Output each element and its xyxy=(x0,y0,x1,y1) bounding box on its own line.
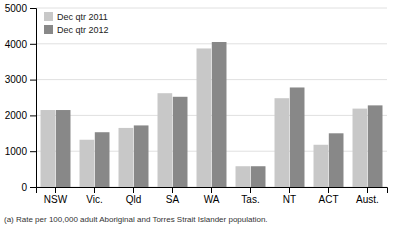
bar xyxy=(197,48,212,187)
y-axis-line xyxy=(30,9,37,188)
y-tick-mark xyxy=(30,187,36,188)
x-tick-mark xyxy=(289,187,290,193)
y-tick-label: 4000 xyxy=(5,39,28,50)
grid-line xyxy=(36,115,387,116)
chart: 010002000300040005000NSWVic.QldSAWATas.N… xyxy=(0,0,397,227)
legend-swatch xyxy=(44,12,53,21)
grid-line xyxy=(36,79,387,80)
x-tick-mark xyxy=(133,187,134,193)
x-tick-label: WA xyxy=(204,194,220,205)
x-axis-line xyxy=(37,188,388,194)
bar-series xyxy=(41,48,368,187)
y-tick: 5000 xyxy=(5,3,36,14)
bar xyxy=(329,133,344,187)
x-tick: NSW xyxy=(44,187,68,205)
bar-series xyxy=(56,42,383,187)
bar xyxy=(80,140,95,187)
y-tick: 0 xyxy=(21,182,36,193)
bar xyxy=(56,110,71,187)
bars xyxy=(41,42,383,187)
y-axis: 0 1000 2000 3000 4000 5000 xyxy=(5,3,37,193)
x-tick-label: ACT xyxy=(319,194,339,205)
bar xyxy=(314,145,329,187)
bar xyxy=(173,97,188,187)
y-tick: 2000 xyxy=(5,110,36,121)
y-tick-mark xyxy=(30,115,36,116)
x-tick-mark xyxy=(94,187,95,193)
x-tick-label: Tas. xyxy=(241,194,259,205)
bar xyxy=(290,87,305,187)
grid-line xyxy=(36,8,387,9)
y-tick-mark xyxy=(30,8,36,9)
footnote: (a) Rate per 100,000 adult Aboriginal an… xyxy=(4,215,268,224)
legend-label: Dec qtr 2011 xyxy=(57,12,108,22)
bar xyxy=(212,42,227,187)
x-tick-label: NSW xyxy=(44,194,68,205)
x-tick: SA xyxy=(166,187,180,205)
bar xyxy=(95,132,110,187)
x-tick-label: NT xyxy=(283,194,296,205)
bar xyxy=(368,105,383,187)
y-tick-label: 5000 xyxy=(5,3,28,14)
x-tick-mark xyxy=(367,187,368,193)
x-tick-mark xyxy=(328,187,329,193)
x-tick-mark xyxy=(55,187,56,193)
bar xyxy=(251,166,266,187)
grid xyxy=(36,8,387,187)
x-tick-mark xyxy=(172,187,173,193)
x-tick-label: SA xyxy=(166,194,180,205)
x-tick-mark xyxy=(250,187,251,193)
legend: Dec qtr 2011 Dec qtr 2012 xyxy=(44,12,109,35)
y-tick: 4000 xyxy=(5,39,36,50)
x-tick: ACT xyxy=(319,187,339,205)
y-tick-mark xyxy=(30,151,36,152)
x-axis: NSW Vic. Qld SA WA Tas. NT ACT Aust. xyxy=(37,187,388,205)
legend-swatch xyxy=(44,25,53,34)
x-tick: Vic. xyxy=(86,187,103,205)
legend-item: Dec qtr 2012 xyxy=(44,25,109,35)
bar xyxy=(134,125,149,187)
y-tick-label: 1000 xyxy=(5,146,28,157)
x-tick: Aust. xyxy=(356,187,379,205)
x-tick: NT xyxy=(283,187,296,205)
y-tick-label: 0 xyxy=(21,182,27,193)
x-tick-label: Qld xyxy=(126,194,142,205)
grid-line xyxy=(36,43,387,44)
x-tick: Qld xyxy=(126,187,142,205)
x-tick-label: Aust. xyxy=(356,194,379,205)
y-tick-label: 3000 xyxy=(5,74,28,85)
x-tick: Tas. xyxy=(241,187,259,205)
plot: 010002000300040005000NSWVic.QldSAWATas.N… xyxy=(5,3,388,205)
y-tick: 1000 xyxy=(5,146,36,157)
bar xyxy=(158,93,173,187)
bar xyxy=(353,109,368,187)
bar xyxy=(119,128,134,187)
legend-item: Dec qtr 2011 xyxy=(44,12,108,22)
x-tick-mark xyxy=(211,187,212,193)
y-tick: 3000 xyxy=(5,74,36,85)
y-tick-label: 2000 xyxy=(5,110,28,121)
bar xyxy=(41,110,56,187)
legend-label: Dec qtr 2012 xyxy=(57,25,109,35)
y-tick-mark xyxy=(30,80,36,81)
bar xyxy=(236,166,251,187)
bar xyxy=(275,98,290,187)
y-tick-mark xyxy=(30,44,36,45)
x-tick: WA xyxy=(204,187,220,205)
x-tick-label: Vic. xyxy=(86,194,103,205)
